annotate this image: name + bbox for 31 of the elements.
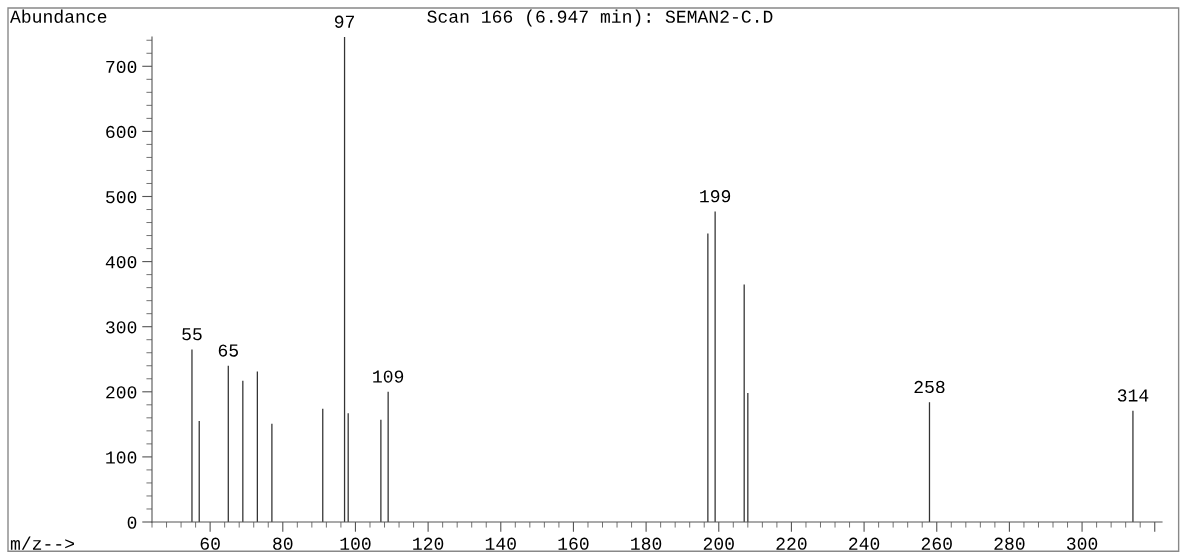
annotation: 65 (218, 344, 238, 357)
x-tick-label: 160 (558, 537, 589, 550)
x-tick-label: 140 (485, 537, 516, 550)
x-tick-label: 100 (340, 537, 371, 550)
y-tick-label: 0 (127, 516, 137, 529)
x-tick-label: 200 (703, 537, 734, 550)
x-tick-label: 220 (776, 537, 807, 550)
x-axis-title: m/z--> (10, 536, 74, 550)
annotation: 199 (700, 190, 731, 203)
x-tick-label: 60 (200, 537, 220, 550)
annotation: 314 (1117, 389, 1149, 402)
y-axis-title: Abundance (10, 9, 107, 23)
x-tick-label: 80 (273, 537, 293, 550)
x-tick-label: 180 (631, 537, 662, 550)
x-tick-label: 260 (921, 537, 952, 550)
y-tick-label: 700 (106, 60, 137, 74)
chart-title: Scan 166 (6.947 min): SEMAN2-C.D (427, 9, 773, 27)
y-tick-label: 600 (106, 125, 137, 139)
y-tick-label: 400 (105, 256, 137, 269)
x-tick-label: 240 (849, 537, 880, 550)
annotation: 109 (373, 370, 404, 383)
x-tick-label: 300 (1066, 537, 1098, 550)
x-tick-label: 120 (413, 537, 444, 550)
y-tick-label: 100 (106, 451, 137, 464)
y-tick-label: 500 (106, 190, 137, 204)
y-tick-label: 200 (106, 386, 137, 399)
x-tick-label: 280 (994, 537, 1025, 550)
annotation: 97 (334, 15, 354, 28)
annotation: 55 (182, 328, 202, 341)
annotation: 258 (914, 380, 945, 394)
y-tick-label: 300 (106, 321, 137, 334)
